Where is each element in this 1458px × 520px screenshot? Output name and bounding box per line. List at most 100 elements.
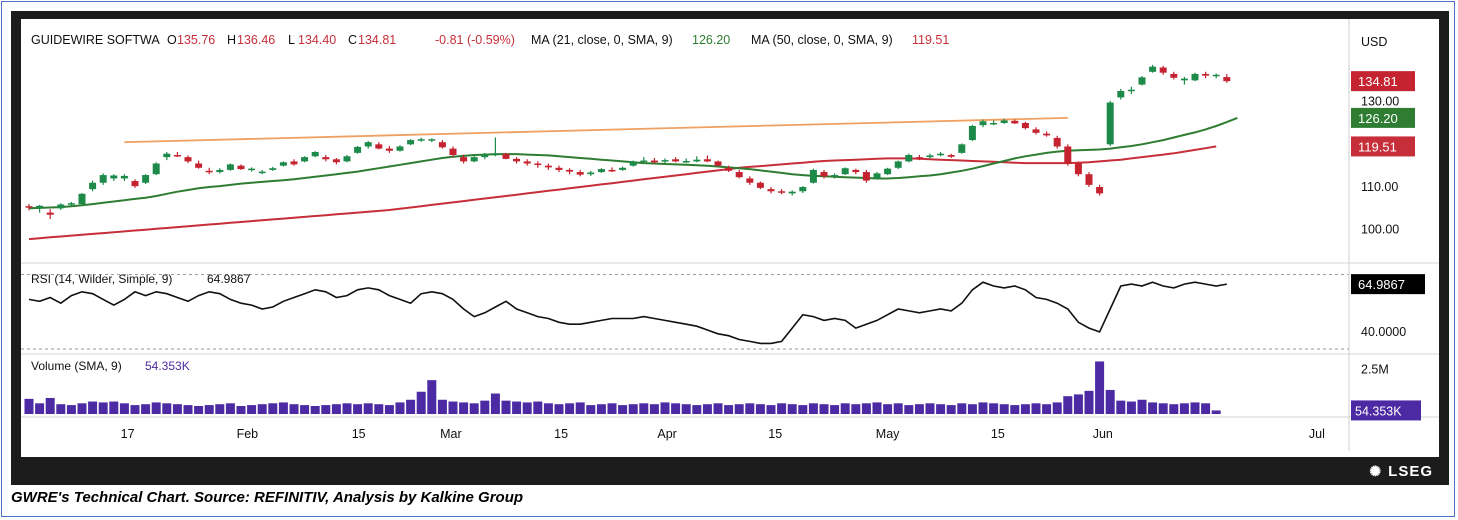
candle-body [778, 191, 786, 193]
candle-body [248, 168, 256, 171]
candle-body [290, 161, 298, 165]
x-axis-label: May [876, 427, 900, 441]
price-badge [1351, 136, 1415, 157]
volume-bar [872, 402, 882, 414]
candle-body [820, 172, 828, 177]
candle-body [831, 175, 839, 177]
candle-body [640, 160, 648, 163]
candle-body [78, 193, 86, 205]
candle-body [237, 165, 245, 170]
x-axis-label: 15 [554, 427, 568, 441]
candle-body [884, 168, 892, 175]
candle-body [1085, 174, 1093, 185]
volume-bar [300, 405, 310, 414]
candle-body [385, 148, 393, 151]
volume-bar [310, 405, 320, 414]
candle-body [1011, 120, 1019, 124]
candle-body [682, 160, 690, 163]
candle-body [544, 165, 552, 168]
volume-bar [702, 404, 712, 414]
candle-body [767, 189, 775, 192]
rsi-label: RSI (14, Wilder, Simple, 9) [31, 272, 172, 286]
price-badge [1351, 71, 1415, 92]
x-axis-label: 15 [352, 427, 366, 441]
volume-bar [257, 404, 267, 414]
volume-bar [395, 402, 405, 414]
volume-bar [607, 403, 617, 414]
x-axis-label: 15 [768, 427, 782, 441]
price-badge-label: 119.51 [1358, 139, 1397, 154]
candle-body [438, 142, 446, 148]
price-badge [1351, 107, 1415, 128]
ma50-value: 119.51 [912, 33, 949, 47]
candle-body [131, 181, 139, 187]
rsi-badge-label: 64.9867 [1358, 277, 1405, 292]
volume-bar [830, 405, 840, 414]
volume-tick-label: 2.5M [1361, 362, 1389, 376]
candle-body [1064, 146, 1072, 164]
volume-bar [1148, 402, 1158, 414]
x-axis-label: Mar [440, 427, 462, 441]
candle-body [67, 203, 75, 205]
volume-bar [1010, 405, 1020, 414]
price-tick-label: 100.00 [1361, 223, 1399, 237]
candle-body [322, 157, 330, 160]
volume-bar [204, 405, 214, 414]
volume-bar [649, 404, 659, 414]
volume-bar [681, 404, 691, 414]
volume-bar [501, 400, 511, 414]
brand-bar: ✺ LSEG [11, 457, 1449, 485]
chart-panel: GUIDEWIRE SOFTWA O 135.76 H 136.46 L 134.40 C 1… [21, 19, 1439, 457]
candle-body [470, 157, 478, 162]
candle-body [703, 159, 711, 162]
candle-body [756, 182, 764, 188]
volume-bar [628, 404, 638, 414]
volume-bar [925, 403, 935, 414]
candle-body [1138, 77, 1146, 85]
volume-bar [363, 403, 373, 414]
candle-body [163, 153, 171, 158]
ohlc-key: O [167, 33, 177, 47]
candle-body [269, 168, 277, 170]
candle-body [99, 175, 107, 183]
candle-body [1202, 73, 1210, 76]
candle-body [990, 123, 998, 125]
candle-body [25, 206, 33, 208]
volume-bar [1105, 389, 1115, 414]
candle-body [173, 155, 181, 157]
x-axis-label: 17 [121, 427, 135, 441]
volume-bar [967, 404, 977, 414]
chart-svg: GUIDEWIRE SOFTWA O 135.76 H 136.46 L 134.40 C 1… [21, 19, 1439, 451]
candle-body [926, 155, 934, 158]
candle-body [1000, 120, 1008, 123]
x-axis-label: Jun [1093, 427, 1113, 441]
volume-bar [819, 404, 829, 414]
candle-body [152, 163, 160, 175]
volume-bar [671, 403, 681, 414]
candle-body [746, 178, 754, 183]
volume-bar [724, 405, 734, 414]
volume-bar [236, 405, 246, 414]
candle-body [619, 167, 627, 170]
volume-bar [883, 404, 893, 414]
ohlc-readout: O 135.76 H 136.46 L 134.40 C 134.81 [167, 33, 396, 47]
candle-body [258, 171, 266, 174]
volume-bar [437, 399, 447, 414]
volume-bar [1031, 403, 1041, 414]
candle-body [958, 144, 966, 153]
candle-body [205, 170, 213, 173]
candle-body [735, 172, 743, 178]
candle-body [1043, 133, 1051, 136]
volume-bar [904, 405, 914, 414]
candle-body [714, 161, 722, 166]
volume-bar [957, 403, 967, 414]
volume-bar [98, 402, 108, 414]
candle-body [332, 159, 340, 163]
candle-body [184, 157, 192, 162]
candle-body [799, 187, 807, 192]
candle-body [57, 204, 65, 209]
volume-bar [861, 403, 871, 414]
volume-bar [194, 405, 204, 414]
candle-body [279, 162, 287, 166]
volume-bar [1169, 404, 1179, 414]
